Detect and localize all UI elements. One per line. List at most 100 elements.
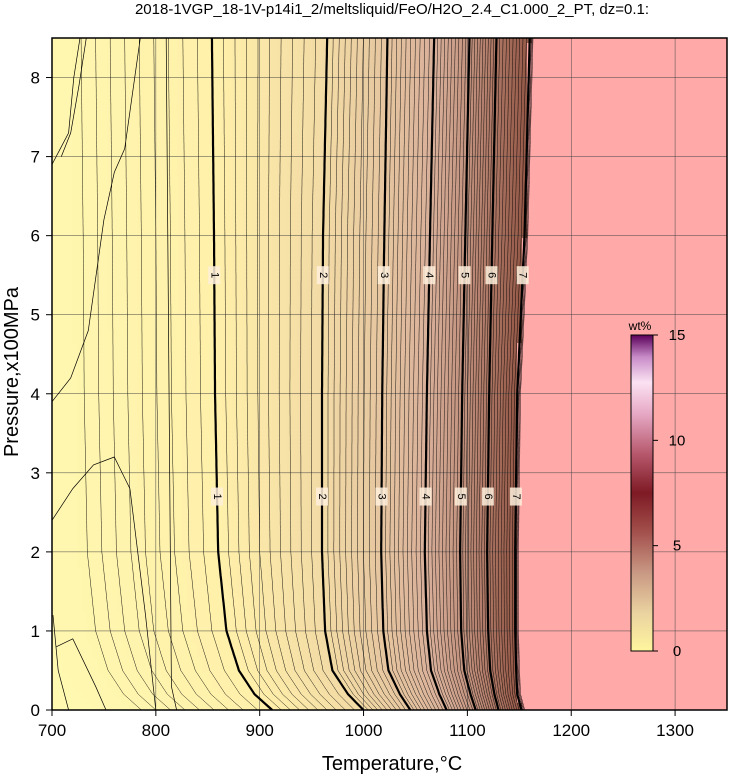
heatmap-cell bbox=[642, 68, 648, 74]
heatmap-cell bbox=[407, 163, 413, 169]
heatmap-cell bbox=[292, 163, 298, 169]
heatmap-cell bbox=[152, 38, 158, 44]
heatmap-cell bbox=[667, 143, 673, 149]
heatmap-cell bbox=[152, 68, 158, 74]
heatmap-cell bbox=[542, 108, 548, 114]
heatmap-cell bbox=[402, 158, 408, 164]
heatmap-cell bbox=[92, 78, 98, 84]
heatmap-cell bbox=[642, 38, 648, 44]
heatmap-cell bbox=[632, 133, 638, 139]
heatmap-cell bbox=[237, 68, 243, 74]
heatmap-cell bbox=[682, 53, 688, 59]
heatmap-cell bbox=[277, 98, 283, 104]
heatmap-cell bbox=[197, 43, 203, 49]
heatmap-cell bbox=[252, 93, 258, 99]
heatmap-cell bbox=[142, 83, 148, 89]
heatmap-cell bbox=[237, 53, 243, 59]
heatmap-cell bbox=[387, 98, 393, 104]
heatmap-cell bbox=[562, 78, 568, 84]
heatmap-cell bbox=[597, 158, 603, 164]
heatmap-cell bbox=[272, 138, 278, 144]
heatmap-cell bbox=[682, 103, 688, 109]
heatmap-cell bbox=[547, 58, 553, 64]
heatmap-cell bbox=[557, 163, 563, 169]
heatmap-cell bbox=[542, 148, 548, 154]
heatmap-cell bbox=[657, 123, 663, 129]
heatmap-cell bbox=[632, 43, 638, 49]
heatmap-cell bbox=[137, 63, 143, 69]
heatmap-cell bbox=[117, 43, 123, 49]
heatmap-cell bbox=[122, 83, 128, 89]
heatmap-cell bbox=[607, 38, 613, 44]
heatmap-cell bbox=[127, 68, 133, 74]
heatmap-cell bbox=[507, 63, 513, 69]
heatmap-cell bbox=[142, 113, 148, 119]
heatmap-cell bbox=[657, 48, 663, 54]
heatmap-cell bbox=[442, 148, 448, 154]
heatmap-cell bbox=[582, 98, 588, 104]
heatmap-cell bbox=[197, 168, 203, 174]
heatmap-cell bbox=[687, 78, 693, 84]
heatmap-cell bbox=[232, 143, 238, 149]
heatmap-cell bbox=[687, 58, 693, 64]
heatmap-cell bbox=[647, 68, 653, 74]
heatmap-cell bbox=[142, 63, 148, 69]
heatmap-cell bbox=[422, 108, 428, 114]
heatmap-cell bbox=[117, 133, 123, 139]
heatmap-cell bbox=[717, 93, 723, 99]
heatmap-cell bbox=[217, 43, 223, 49]
heatmap-cell bbox=[282, 143, 288, 149]
heatmap-cell bbox=[247, 153, 253, 159]
heatmap-cell bbox=[202, 148, 208, 154]
heatmap-cell bbox=[682, 138, 688, 144]
heatmap-cell bbox=[477, 128, 483, 134]
heatmap-cell bbox=[272, 93, 278, 99]
heatmap-cell bbox=[222, 113, 228, 119]
heatmap-cell bbox=[407, 53, 413, 59]
heatmap-cell bbox=[412, 143, 418, 149]
heatmap-cell bbox=[707, 58, 713, 64]
heatmap-cell bbox=[117, 138, 123, 144]
heatmap-cell bbox=[307, 163, 313, 169]
heatmap-cell bbox=[332, 98, 338, 104]
heatmap-cell bbox=[612, 43, 618, 49]
heatmap-cell bbox=[162, 38, 168, 44]
heatmap-cell bbox=[702, 93, 708, 99]
heatmap-cell bbox=[582, 158, 588, 164]
heatmap-cell bbox=[562, 153, 568, 159]
heatmap-cell bbox=[77, 153, 83, 159]
heatmap-cell bbox=[282, 158, 288, 164]
heatmap-cell bbox=[127, 103, 133, 109]
heatmap-cell bbox=[302, 93, 308, 99]
heatmap-cell bbox=[397, 88, 403, 94]
heatmap-cell bbox=[247, 83, 253, 89]
heatmap-cell bbox=[157, 83, 163, 89]
heatmap-cell bbox=[642, 58, 648, 64]
heatmap-cell bbox=[562, 53, 568, 59]
heatmap-cell bbox=[327, 143, 333, 149]
heatmap-cell bbox=[637, 98, 643, 104]
heatmap-cell bbox=[207, 148, 213, 154]
heatmap-cell bbox=[552, 48, 558, 54]
heatmap-cell bbox=[452, 98, 458, 104]
heatmap-cell bbox=[567, 78, 573, 84]
heatmap-cell bbox=[427, 38, 433, 44]
heatmap-cell bbox=[247, 38, 253, 44]
heatmap-cell bbox=[587, 68, 593, 74]
heatmap-cell bbox=[87, 163, 93, 169]
heatmap-cell bbox=[172, 133, 178, 139]
heatmap-cell bbox=[592, 148, 598, 154]
heatmap-cell bbox=[337, 78, 343, 84]
heatmap-cell bbox=[677, 113, 683, 119]
heatmap-cell bbox=[422, 148, 428, 154]
heatmap-cell bbox=[102, 138, 108, 144]
heatmap-cell bbox=[62, 58, 68, 64]
heatmap-cell bbox=[297, 83, 303, 89]
heatmap-cell bbox=[587, 83, 593, 89]
heatmap-cell bbox=[532, 143, 538, 149]
heatmap-cell bbox=[662, 143, 668, 149]
heatmap-cell bbox=[537, 128, 543, 134]
heatmap-cell bbox=[202, 58, 208, 64]
heatmap-cell bbox=[647, 88, 653, 94]
heatmap-cell bbox=[232, 133, 238, 139]
